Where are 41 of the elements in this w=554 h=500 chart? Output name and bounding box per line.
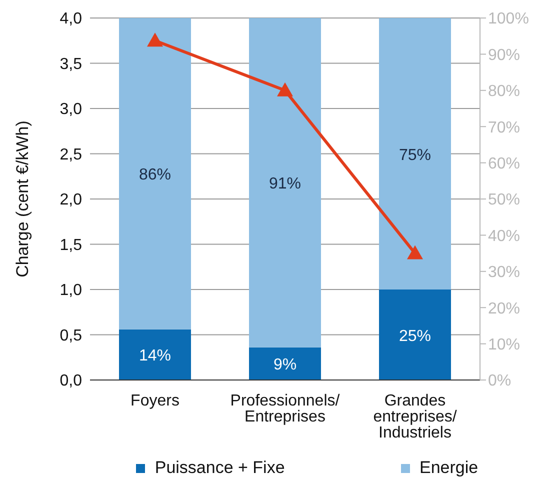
y-tick-label: 1,5: [60, 236, 82, 254]
y-tick-label: 4,0: [60, 10, 82, 28]
bar: [249, 347, 321, 380]
x-tick-label: Grandes entreprises/ Industriels: [373, 392, 458, 442]
bar: [379, 18, 451, 290]
legend-label: Energie: [418, 458, 478, 478]
y2-tick-label: 100%: [488, 10, 529, 28]
y2-tick-label: 10%: [488, 336, 520, 354]
data-label: 75%: [398, 146, 432, 164]
bar: [119, 18, 191, 330]
y-tick-label: 0,0: [60, 372, 82, 390]
legend-label: Puissance + Fixe: [154, 458, 285, 478]
x-tick-label: Foyers: [130, 392, 180, 410]
y2-tick-label: 50%: [488, 192, 520, 209]
y-tick-label: 1,0: [60, 282, 82, 300]
y-tick-label: 3,0: [60, 101, 82, 118]
y2-tick-label: 70%: [488, 119, 520, 136]
x-tick-label: Professionnels/ Entreprises: [230, 392, 340, 426]
data-label: 9%: [273, 356, 297, 374]
y2-tick-label: 0%: [488, 372, 512, 390]
data-label: 86%: [138, 166, 172, 184]
y2-tick-label: 90%: [488, 46, 520, 64]
data-label: 91%: [268, 176, 302, 193]
y2-tick-label: 20%: [488, 300, 520, 318]
y2-tick-label: 40%: [488, 228, 520, 245]
data-label: 14%: [138, 348, 172, 365]
y-tick-label: 0,5: [60, 327, 82, 344]
y-tick-label: 2,0: [60, 192, 82, 209]
y2-tick-label: 30%: [488, 264, 520, 282]
y2-tick-label: 60%: [488, 155, 520, 172]
data-label: 25%: [398, 328, 432, 345]
y-tick-label: 2,5: [60, 146, 82, 164]
point: [407, 245, 423, 260]
y-axis-title: Charge (cent €/kWh): [13, 120, 32, 278]
bar: [249, 18, 321, 348]
bar: [379, 290, 451, 380]
point: [277, 82, 293, 96]
y-tick-label: 3,5: [60, 56, 82, 73]
point: [147, 32, 163, 47]
bar: [119, 329, 191, 380]
y2-tick-label: 80%: [488, 83, 520, 100]
